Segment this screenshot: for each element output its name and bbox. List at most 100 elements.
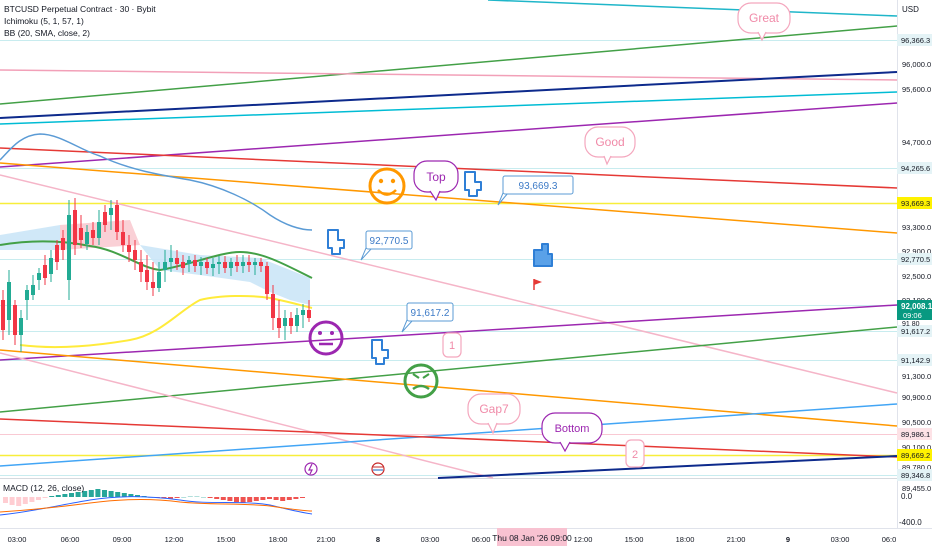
candle-body (19, 318, 23, 335)
time-tick: 12:00 (165, 535, 184, 544)
price-callout-top[interactable]: 93,669.3 (497, 175, 574, 206)
macd-bar (9, 497, 15, 505)
trend-lines[interactable] (0, 0, 898, 479)
sad-face-icon[interactable] (403, 363, 439, 399)
thumbs-up-icon[interactable] (533, 243, 553, 267)
signal-line (0, 498, 313, 513)
price-tick: 90,100.0 (902, 443, 931, 452)
time-tick: 06:00 (472, 535, 491, 544)
macd-bar (128, 494, 134, 497)
macd-bar (240, 497, 246, 503)
thumbs-down-icon-3[interactable] (371, 339, 389, 365)
time-tick: 15:00 (217, 535, 236, 544)
happy-face-icon[interactable] (368, 167, 406, 205)
macd-bar (267, 497, 272, 499)
macd-bar (69, 493, 74, 497)
candlesticks[interactable] (1, 198, 311, 352)
candle-body (37, 273, 41, 280)
box-two[interactable]: 2 (625, 439, 645, 468)
callout-top-text: 93,669.3 (519, 181, 558, 192)
macd-bar (260, 497, 266, 500)
bubble-top[interactable]: Top (413, 160, 459, 202)
price-callout-low[interactable]: 91,617.2 (401, 302, 454, 333)
price-label: 91,617.2 (901, 327, 930, 336)
bubble-gap7[interactable]: Gap7 (467, 393, 521, 435)
event-marker-us-flag-icon[interactable] (371, 462, 385, 476)
price-callout-mid[interactable]: 92,770.5 (360, 230, 413, 261)
flag-icon (533, 279, 542, 290)
candle-body (223, 262, 227, 268)
bubble-great[interactable]: Great (737, 2, 791, 42)
macd-bar (22, 497, 28, 504)
candle-body (7, 282, 11, 320)
price-label: 94,265.6 (901, 164, 930, 173)
price-label: 92,770.5 (901, 255, 930, 264)
candle-body (31, 285, 35, 295)
crosshair-time-bg (497, 528, 567, 546)
candle-body (13, 305, 17, 335)
candle-body (247, 262, 251, 265)
macd-bar (201, 497, 206, 498)
macd-pane[interactable] (0, 479, 897, 528)
price-label: 89,669.2 (901, 451, 930, 460)
bubble-bottom[interactable]: Bottom (541, 412, 603, 453)
macd-bar (135, 495, 140, 497)
candle-body (163, 262, 167, 270)
bb-legend[interactable]: BB (20, SMA, close, 2) (4, 28, 90, 38)
time-tick: 9 (786, 535, 790, 544)
box-one[interactable]: 1 (442, 332, 462, 358)
bubble-gap7-text: Gap7 (479, 402, 509, 416)
candle-body (283, 318, 287, 326)
candle-body (25, 290, 29, 300)
macd-legend[interactable]: MACD (12, 26, close) (3, 483, 85, 493)
macd-bar (273, 497, 279, 500)
candle-body (145, 270, 149, 282)
price-tick: 94,700.0 (902, 138, 931, 147)
price-label-bg (897, 197, 932, 209)
candle-body (97, 222, 101, 238)
candle-body (301, 310, 305, 315)
macd-bar (181, 497, 187, 498)
price-label: 89,346.8 (901, 471, 930, 480)
bubble-good-text: Good (595, 135, 624, 149)
macd-bar (62, 494, 68, 497)
candle-body (91, 230, 95, 238)
box-two-text: 2 (632, 449, 638, 461)
time-tick: 18:00 (676, 535, 695, 544)
macd-bar (95, 489, 101, 497)
time-tick: 18:00 (269, 535, 288, 544)
thumbs-down-icon[interactable] (464, 171, 482, 197)
event-marker-lightning-icon[interactable] (304, 462, 318, 476)
trendline-navy-lower (437, 455, 898, 479)
candle-body (79, 228, 83, 240)
candle-body (253, 262, 257, 265)
candle-body (67, 215, 71, 280)
macd-bar (227, 497, 233, 501)
candle-body (265, 266, 269, 294)
neutral-face-icon[interactable] (308, 320, 344, 356)
candle-body (49, 258, 53, 274)
candle-body (217, 262, 221, 264)
bubble-good[interactable]: Good (584, 126, 636, 166)
trendline-cyan-top (487, 0, 898, 17)
macd-bar (187, 496, 193, 497)
macd-bar (214, 497, 220, 499)
candle-body (271, 294, 275, 318)
time-axis[interactable]: 03:00 06:00 09:00 12:00 15:00 18:00 21:00 8 03:0… (8, 535, 897, 544)
thumbs-down-icon-2[interactable] (327, 229, 345, 255)
current-price-tag[interactable]: 92,008.1 09:06 (897, 300, 932, 320)
symbol-title[interactable]: BTCUSD Perpetual Contract · 30 · Bybit (4, 4, 156, 14)
time-tick: 12:00 (574, 535, 593, 544)
ichimoku-legend[interactable]: Ichimoku (5, 1, 57, 1) (4, 16, 84, 26)
candle-body (55, 245, 59, 262)
time-tick: 21:00 (727, 535, 746, 544)
candle-body (205, 262, 209, 268)
trendline-orange-upper (0, 162, 898, 234)
macd-bar (286, 497, 292, 500)
candle-body (103, 212, 107, 225)
time-tick: 06:0 (882, 535, 897, 544)
box-one-text: 1 (449, 340, 455, 352)
bubble-great-text: Great (749, 11, 780, 25)
candle-body (307, 310, 311, 318)
